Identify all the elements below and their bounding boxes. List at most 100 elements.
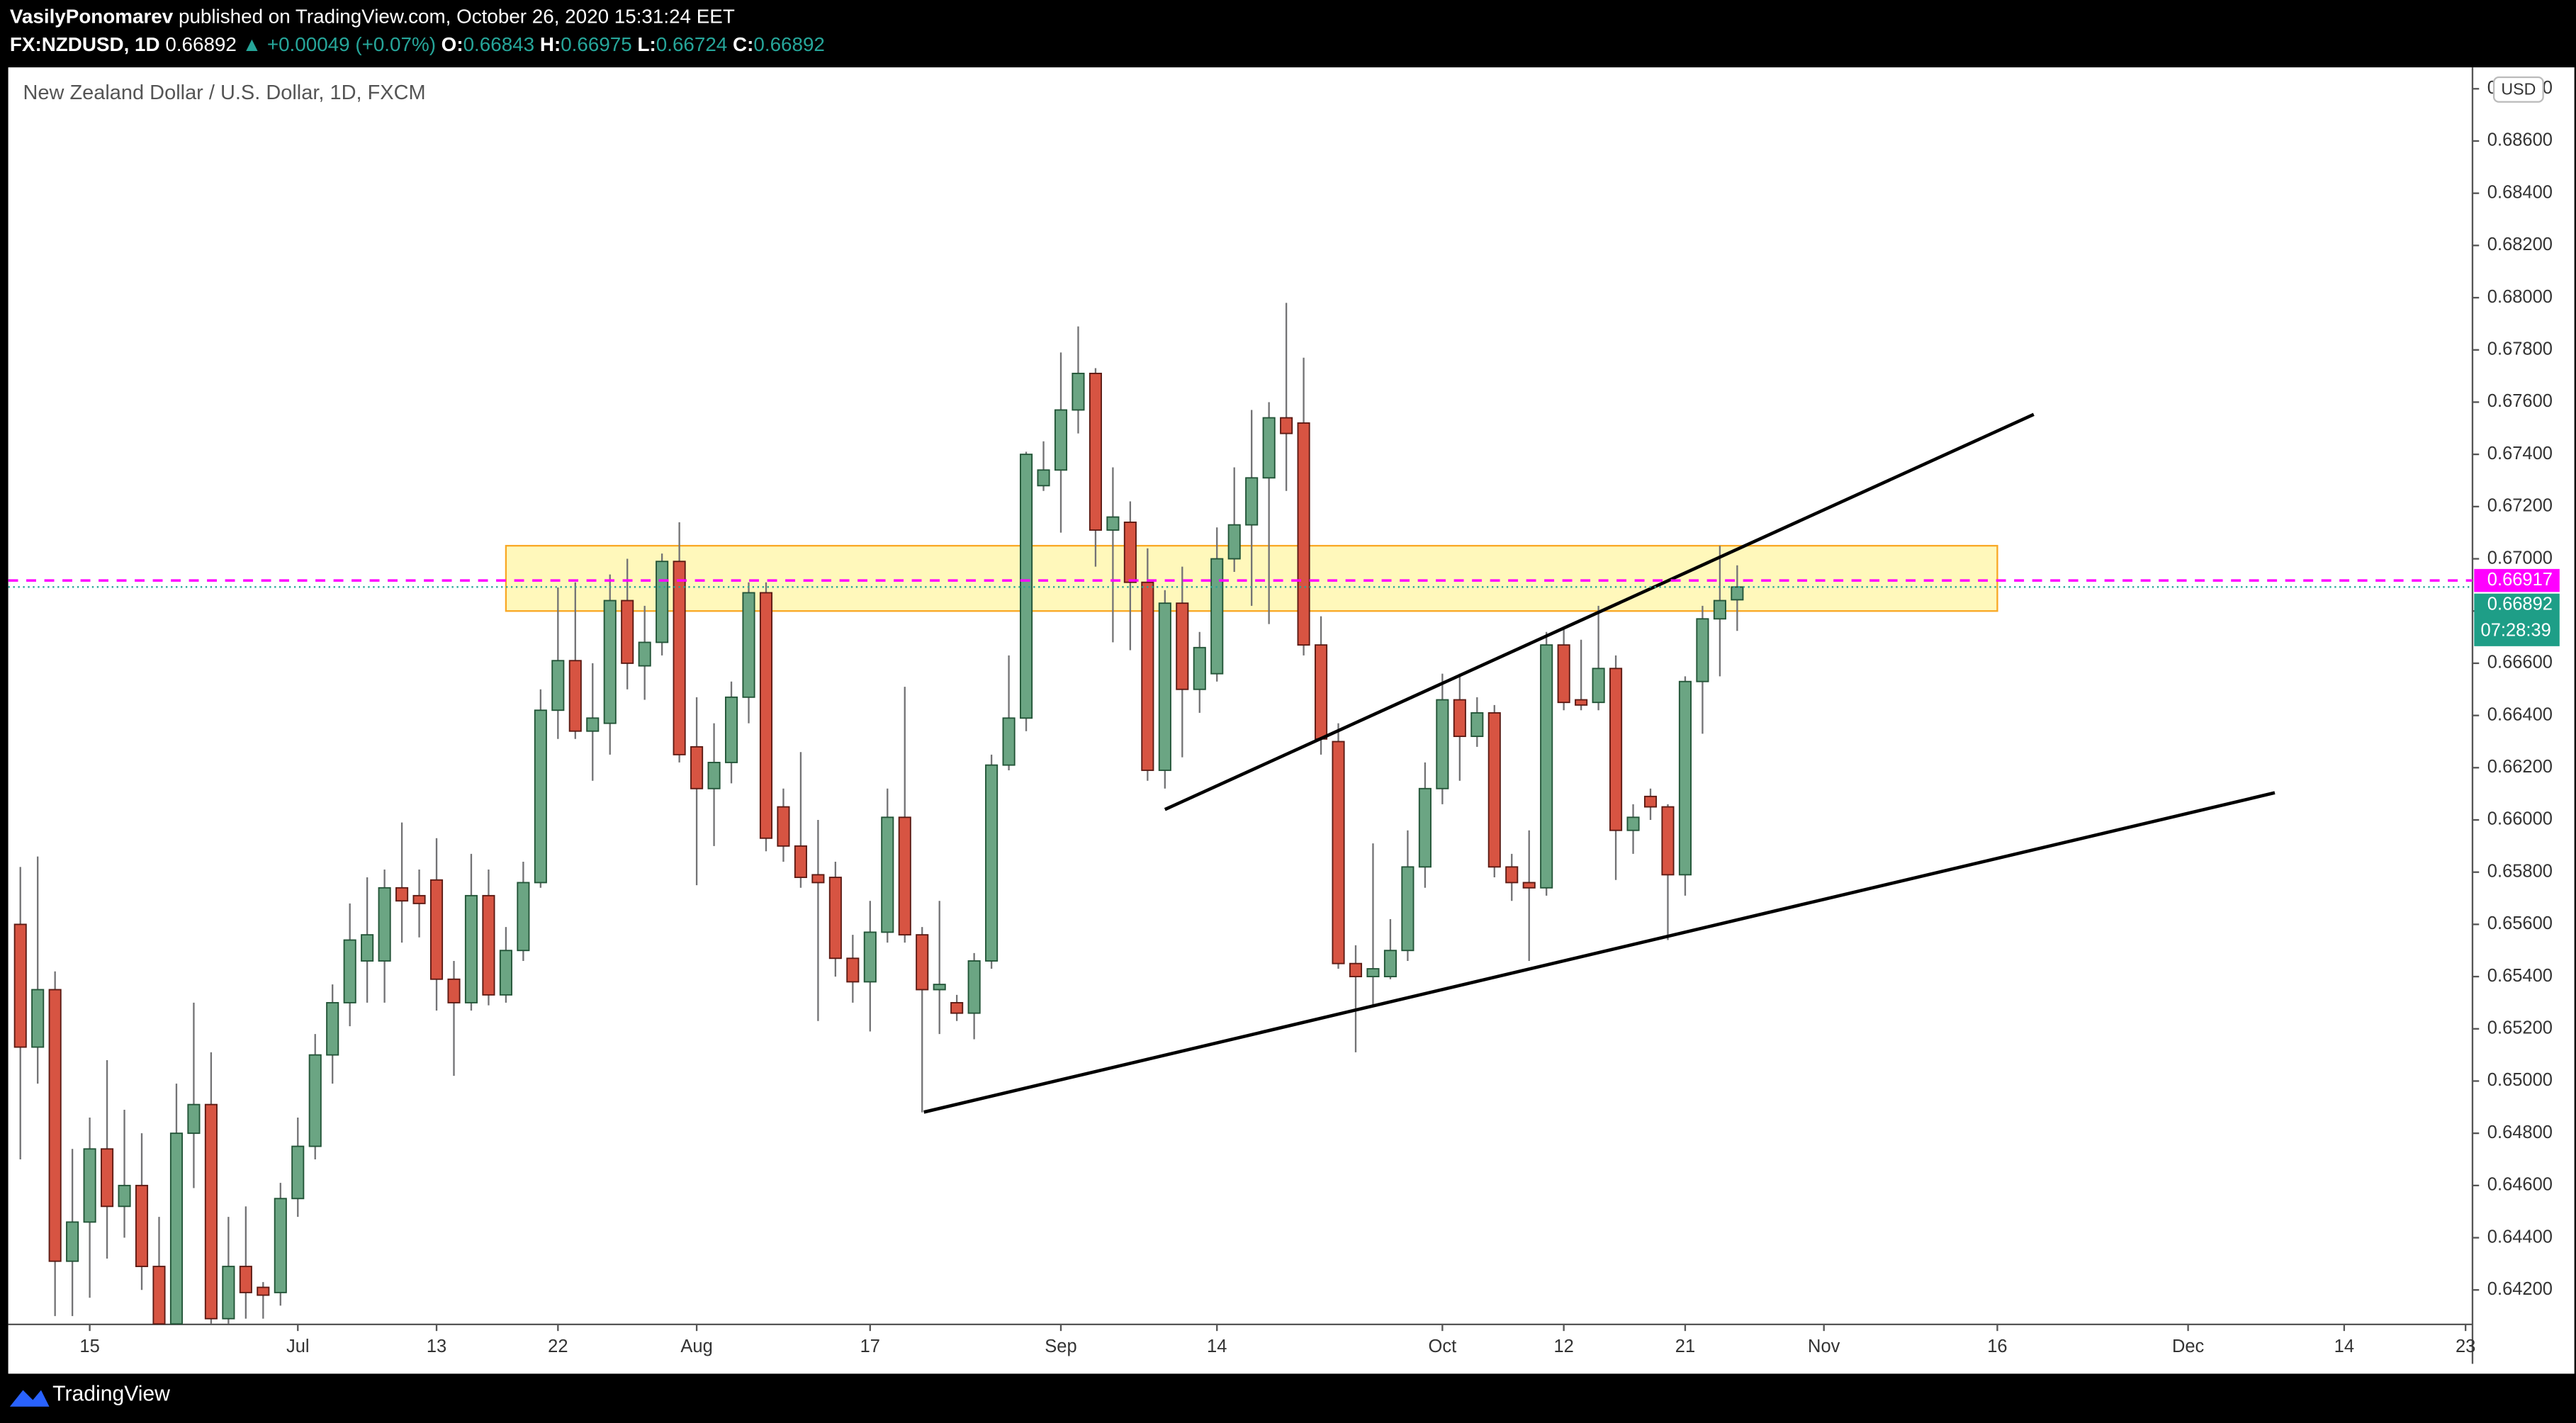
x-tick-label: 13 xyxy=(427,1337,446,1356)
y-tick-label: 0.68200 xyxy=(2487,235,2553,254)
candle-body xyxy=(586,717,600,732)
x-tick-label: Sep xyxy=(1045,1337,1076,1356)
candle-body xyxy=(1280,417,1293,434)
candle-body xyxy=(551,660,565,712)
candle-body xyxy=(603,600,617,724)
trend-line xyxy=(923,791,2276,1114)
x-tick-label: Oct xyxy=(1429,1337,1457,1356)
candle-body xyxy=(759,592,773,839)
candle-body xyxy=(378,887,391,962)
plot xyxy=(8,303,2473,1324)
candle-body xyxy=(239,1266,252,1293)
candle-body xyxy=(898,816,911,936)
candle-body xyxy=(1661,806,1675,876)
y-tick-label: 0.65200 xyxy=(2487,1018,2553,1038)
y-tick-label: 0.67200 xyxy=(2487,496,2553,516)
candle-body xyxy=(1366,968,1380,978)
y-tick-label: 0.68400 xyxy=(2487,182,2553,202)
candle-body xyxy=(1176,602,1189,690)
candle-body xyxy=(118,1184,131,1208)
countdown: 07:28:39 xyxy=(2481,621,2551,641)
candle-body xyxy=(707,762,721,789)
price-label: 0.66892 xyxy=(2487,595,2553,614)
candle-body xyxy=(152,1266,166,1324)
o-label: O: xyxy=(441,33,463,55)
candle-body xyxy=(101,1148,114,1208)
x-tick-label: 14 xyxy=(2334,1337,2354,1356)
l-label: L: xyxy=(637,33,656,55)
candle-body xyxy=(135,1184,149,1268)
candle-body xyxy=(1054,409,1068,471)
candle-body xyxy=(1158,602,1171,771)
candle-body xyxy=(31,989,45,1048)
y-tick-label: 0.66000 xyxy=(2487,809,2553,829)
last-price: 0.66892 xyxy=(165,33,237,55)
candle-body xyxy=(811,874,825,884)
candle-body xyxy=(308,1054,322,1147)
candle-body xyxy=(361,934,374,962)
author: VasilyPonomarev xyxy=(10,6,174,28)
candle-body xyxy=(291,1145,305,1200)
h-label: H: xyxy=(540,33,561,55)
candle-body xyxy=(395,887,409,902)
candle-body xyxy=(1731,586,1744,601)
candle-body xyxy=(881,816,894,933)
candle-body xyxy=(673,561,686,755)
candle-body xyxy=(1592,668,1605,704)
candle-body xyxy=(169,1132,184,1324)
x-tick-label: 14 xyxy=(1207,1337,1227,1356)
candle-body xyxy=(1575,699,1588,706)
x-tick-label: Aug xyxy=(680,1337,712,1356)
candle-body xyxy=(1193,646,1206,690)
x-tick-label: 12 xyxy=(1553,1337,1573,1356)
candle-body xyxy=(621,600,634,664)
candle-body xyxy=(846,957,860,983)
candle-body xyxy=(482,894,495,996)
candle-body xyxy=(794,845,807,878)
candle-body xyxy=(1540,644,1553,889)
candle-body xyxy=(66,1221,79,1262)
price-badge xyxy=(2474,593,2560,646)
chart-panel xyxy=(8,67,2575,1374)
candle-body xyxy=(933,984,946,991)
candle-body xyxy=(274,1198,287,1293)
y-tick-label: 0.68000 xyxy=(2487,287,2553,307)
brand: TradingView xyxy=(52,1383,170,1406)
x-tick-label: Jul xyxy=(286,1337,310,1356)
candle-body xyxy=(48,989,62,1262)
alert-badge xyxy=(2474,568,2560,592)
symbol-line: FX:NZDUSD, 1D 0.66892 ▲ +0.00049 (+0.07%… xyxy=(10,33,825,55)
axes: 0.64200 0.64400 0.64600 0.64800 0.65000 0.652… xyxy=(79,78,2560,1356)
candle-body xyxy=(1245,477,1259,526)
candle-body xyxy=(412,894,426,904)
candle-body xyxy=(1072,372,1085,411)
candle-body xyxy=(464,894,478,1003)
candle-body xyxy=(1505,866,1519,884)
y-tick-label: 0.67400 xyxy=(2487,444,2553,463)
candle-body xyxy=(1020,454,1033,719)
symbol: FX:NZDUSD, 1D xyxy=(10,33,160,55)
candle-body xyxy=(499,950,512,996)
candle-body xyxy=(326,1001,339,1056)
candle-body xyxy=(967,960,981,1014)
trend-line xyxy=(1164,412,2035,811)
candle-body xyxy=(742,592,755,698)
candle-body xyxy=(1297,422,1310,646)
candle-body xyxy=(985,764,999,962)
published: published on TradingView.com, October 26… xyxy=(179,6,735,28)
candle-body xyxy=(534,709,547,884)
y-tick-label: 0.64200 xyxy=(2487,1279,2553,1299)
candle-body xyxy=(1037,469,1050,487)
currency-badge xyxy=(2492,76,2544,103)
c-value: 0.66892 xyxy=(753,33,825,55)
y-tick-label: 0.66200 xyxy=(2487,757,2553,777)
y-tick-label: 0.67800 xyxy=(2487,339,2553,359)
candle-body xyxy=(447,978,461,1003)
candle-body xyxy=(83,1148,96,1223)
candle-body xyxy=(1210,558,1224,675)
candle-body xyxy=(1418,787,1432,868)
candle-body xyxy=(863,931,877,983)
x-tick-label: 15 xyxy=(79,1337,99,1356)
